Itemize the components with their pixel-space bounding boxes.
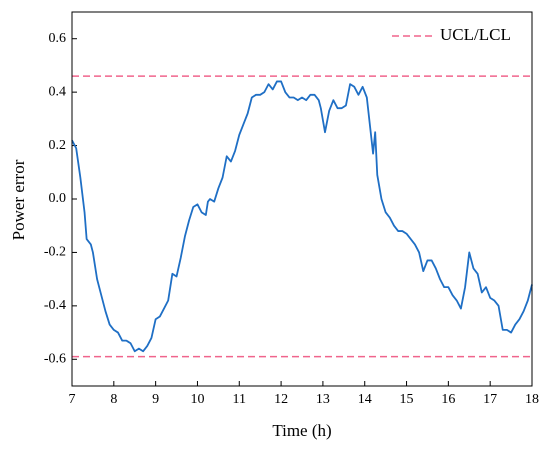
x-tick-label: 12 (274, 392, 288, 407)
x-tick-label: 15 (400, 392, 414, 407)
y-tick-label: -0.4 (44, 298, 66, 313)
x-axis-label: Time (h) (272, 421, 331, 440)
y-axis-label: Power error (9, 159, 28, 240)
x-tick-label: 10 (190, 392, 204, 407)
x-tick-label: 9 (152, 392, 159, 407)
x-tick-label: 7 (69, 392, 76, 407)
x-tick-label: 8 (110, 392, 117, 407)
x-tick-label: 14 (358, 392, 372, 407)
y-tick-label: -0.2 (44, 245, 66, 260)
x-tick-label: 13 (316, 392, 330, 407)
plot-frame (71, 11, 533, 387)
y-tick-label: 0.2 (49, 138, 67, 153)
y-tick-label: 0.4 (49, 84, 67, 99)
x-tick-label: 11 (233, 392, 246, 407)
x-tick-label: 17 (483, 392, 497, 407)
x-tick-label: 16 (441, 392, 455, 407)
legend-label: UCL/LCL (440, 25, 511, 44)
y-tick-label: -0.6 (44, 352, 66, 367)
y-tick-label: 0.6 (49, 31, 67, 46)
x-tick-label: 18 (525, 392, 539, 407)
data-line (71, 80, 533, 353)
y-tick-label: 0.0 (49, 191, 67, 206)
